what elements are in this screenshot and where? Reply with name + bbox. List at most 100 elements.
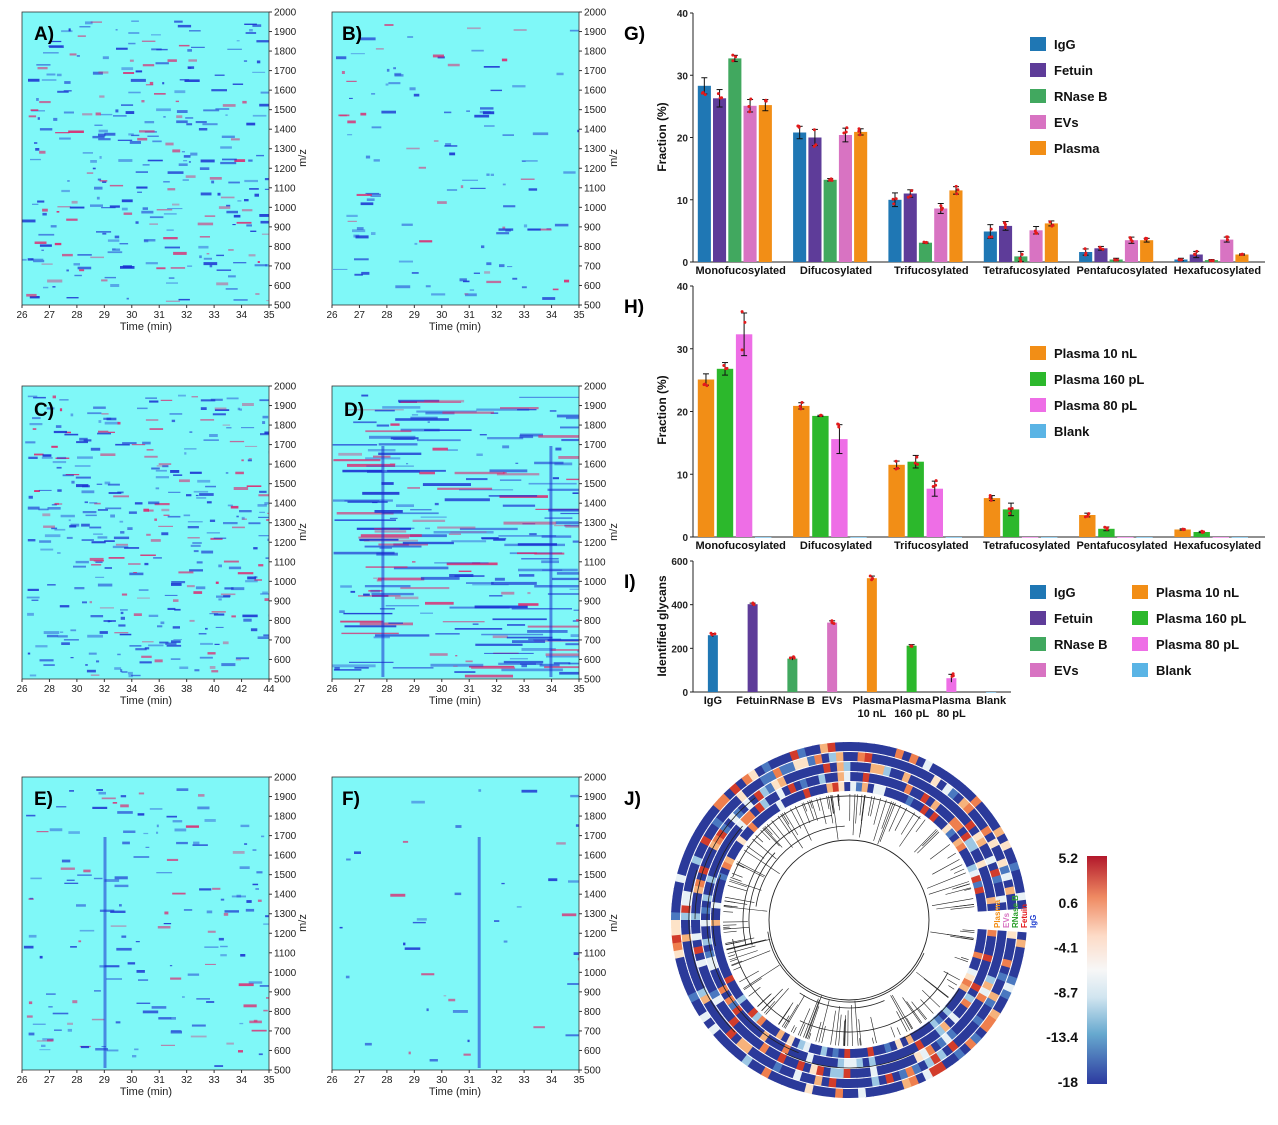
heatmap-signal (164, 246, 180, 249)
heatmap-signal (182, 996, 185, 998)
replicate-point (1007, 507, 1011, 511)
dendrogram-branch (838, 1014, 842, 1046)
heatmap-signal (57, 206, 71, 208)
heatmap-cell (971, 1014, 984, 1027)
heatmap-cell (785, 1034, 796, 1046)
heatmap-signal (409, 87, 416, 91)
replicate-point (731, 53, 735, 57)
bar (1231, 537, 1248, 538)
heatmap-cell (948, 1012, 960, 1024)
y-tick-label: 800 (274, 616, 291, 627)
heatmap-cell (720, 989, 733, 1000)
heatmap-signal (112, 802, 118, 804)
heatmap-cell (711, 994, 724, 1006)
replicate-point (747, 105, 751, 108)
dendrogram-branch (877, 801, 894, 845)
heatmap-signal (255, 888, 259, 890)
replicate-point (857, 129, 861, 133)
heatmap-cell (971, 998, 984, 1010)
dendrogram-branch (868, 796, 873, 816)
heatmap-signal (90, 160, 97, 163)
heatmap-signal (374, 530, 407, 533)
category-label: Blank (976, 695, 1007, 707)
heatmap-signal (200, 159, 215, 163)
heatmap-signal (228, 249, 234, 251)
heatmap-signal (79, 26, 91, 28)
y-axis-label: Fraction (%) (655, 375, 669, 444)
heatmap-cell (969, 1032, 982, 1045)
dendrogram-branch (723, 905, 733, 907)
heatmap-signal (248, 254, 256, 257)
heatmap-signal (385, 605, 420, 607)
heatmap-signal (358, 595, 401, 597)
heatmap-signal (47, 279, 63, 283)
replicate-point (1008, 511, 1012, 515)
heatmap-signal (345, 975, 350, 979)
heatmap-signal (98, 129, 108, 133)
heatmap-signal (72, 1000, 78, 1004)
heatmap-signal (117, 421, 121, 425)
replicate-point (724, 367, 728, 371)
heatmap-signal (243, 1004, 257, 1008)
heatmap-signal (382, 406, 421, 409)
heatmap-cell (1015, 892, 1026, 902)
heatmap-cell (770, 1049, 782, 1061)
y-tick-label: 1000 (584, 203, 607, 214)
replicate-point (894, 459, 898, 463)
heatmap-signal (26, 293, 37, 297)
heatmap-signal (444, 498, 490, 502)
x-tick-label: 30 (71, 684, 83, 695)
heatmap-signal (27, 506, 40, 510)
heatmap-signal (520, 663, 543, 665)
heatmap-signal (164, 911, 169, 915)
dendrogram-branch (911, 1001, 926, 1021)
y-tick-label: 1000 (584, 577, 607, 588)
heatmap-signal (222, 104, 236, 107)
heatmap-signal (226, 210, 238, 214)
heatmap-signal (248, 522, 261, 525)
y-tick-label: 2000 (274, 382, 297, 393)
heatmap-cell (837, 1048, 845, 1058)
heatmap-signal (27, 539, 36, 542)
heatmap-signal (223, 912, 229, 916)
heatmap-signal (339, 610, 345, 613)
heatmap-signal (561, 439, 579, 442)
heatmap-signal (62, 253, 73, 257)
heatmap-signal (489, 469, 528, 473)
x-tick-label: 28 (44, 684, 56, 695)
heatmap-signal (122, 841, 130, 845)
heatmap-signal (209, 519, 216, 522)
heatmap-signal (371, 93, 376, 95)
replicate-point (1193, 252, 1197, 256)
heatmap-signal (556, 572, 579, 575)
heatmap-signal (364, 545, 422, 548)
heatmap-cell (828, 752, 838, 763)
heatmap-signal (118, 159, 133, 162)
heatmap-signal (156, 267, 166, 270)
heatmap-signal (71, 200, 78, 204)
y-tick-label: 700 (584, 635, 601, 646)
heatmap-cell (933, 815, 945, 827)
replicate-point (916, 462, 919, 466)
heatmap-signal (492, 618, 547, 621)
heatmap-signal (488, 495, 538, 497)
heatmap-signal (334, 667, 340, 670)
legend-label: Blank (1054, 424, 1090, 439)
heatmap-cell (871, 1086, 882, 1097)
heatmap-signal (378, 577, 425, 581)
heatmap-signal (127, 671, 133, 675)
heatmap-signal (214, 407, 227, 410)
bar (743, 105, 757, 262)
heatmap-signal (220, 945, 228, 948)
x-tick-label: 35 (263, 1075, 275, 1086)
heatmap-signal (38, 489, 52, 491)
heatmap-cell (819, 743, 830, 754)
plot-frame (331, 11, 580, 306)
heatmap-cell (1012, 953, 1024, 965)
heatmap-signal (121, 67, 134, 71)
heatmap-signal (174, 608, 181, 611)
heatmap-cell (909, 786, 920, 798)
bar (918, 242, 932, 262)
heatmap-signal (226, 204, 231, 207)
heatmap-signal (425, 601, 454, 605)
